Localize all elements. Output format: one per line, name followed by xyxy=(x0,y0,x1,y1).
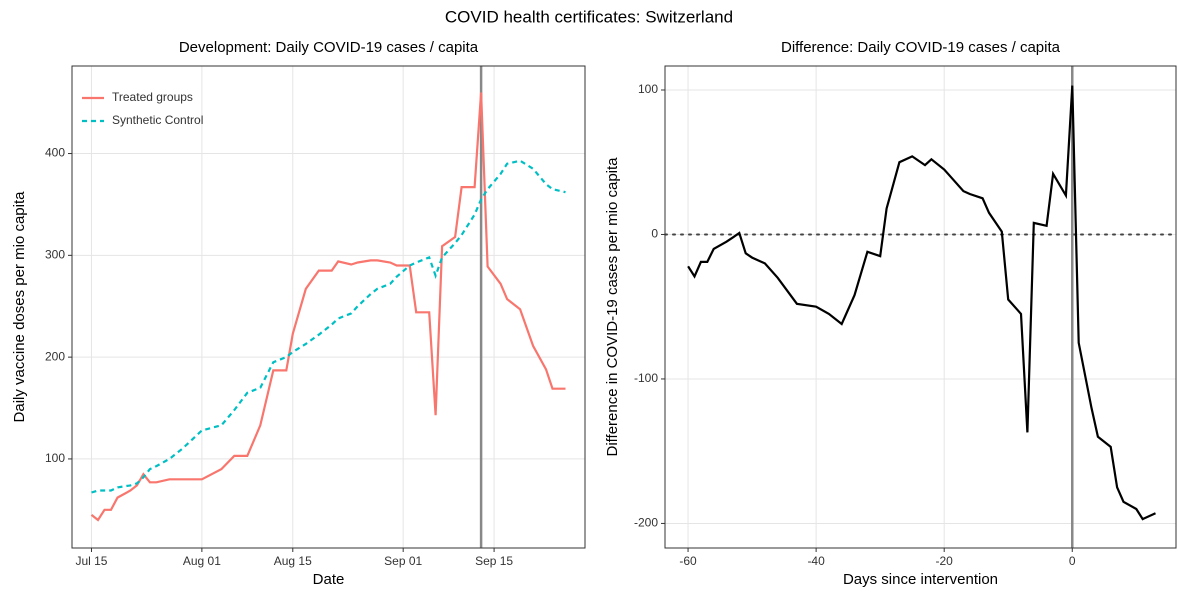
x-tick-label: Aug 01 xyxy=(183,554,221,568)
x-tick-label: Sep 01 xyxy=(384,554,422,568)
y-tick-label: -200 xyxy=(634,516,658,530)
x-tick-label: -40 xyxy=(807,554,825,568)
x-tick-label: Sep 15 xyxy=(475,554,513,568)
x-tick-label: Jul 15 xyxy=(75,554,107,568)
y-tick-label: 200 xyxy=(45,349,65,363)
y-tick-label: -100 xyxy=(634,371,658,385)
x-axis-label: Days since intervention xyxy=(843,571,998,588)
panel-border xyxy=(664,65,1177,549)
panel-title: Development: Daily COVID-19 cases / capi… xyxy=(179,39,479,56)
x-axis-label: Date xyxy=(313,571,345,588)
y-tick-label: 300 xyxy=(45,248,65,262)
y-axis-label: Daily vaccine doses per mio capita xyxy=(11,191,28,423)
x-tick-label: 0 xyxy=(1069,554,1076,568)
y-tick-label: 400 xyxy=(45,146,65,160)
suptitle: COVID health certificates: Switzerland xyxy=(445,7,733,26)
panel-border xyxy=(71,65,586,549)
series-line xyxy=(687,85,1156,521)
y-tick-label: 100 xyxy=(45,451,65,465)
x-tick-label: -20 xyxy=(936,554,954,568)
panel-title: Difference: Daily COVID-19 cases / capit… xyxy=(781,39,1061,56)
y-axis-label: Difference in COVID-19 cases per mio cap… xyxy=(604,157,621,457)
legend-label: Synthetic Control xyxy=(112,113,203,127)
y-tick-label: 100 xyxy=(638,82,658,96)
legend-label: Treated groups xyxy=(112,90,193,104)
x-tick-label: Aug 15 xyxy=(274,554,312,568)
series-line xyxy=(90,92,566,522)
y-tick-label: 0 xyxy=(651,227,658,241)
x-tick-label: -60 xyxy=(679,554,697,568)
